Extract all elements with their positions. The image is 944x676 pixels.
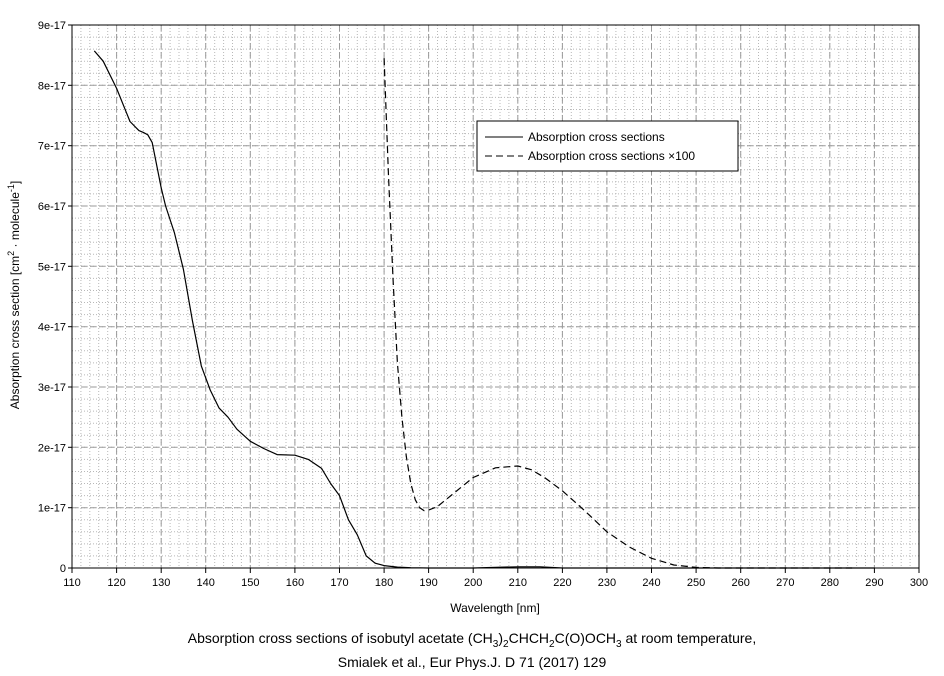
figure-caption: Absorption cross sections of isobutyl ac…: [0, 630, 944, 650]
series-line-absorption: [93, 50, 875, 569]
x-tick-label: 210: [509, 577, 527, 589]
x-tick-label: 190: [419, 577, 437, 589]
ticks: [68, 24, 920, 573]
x-tick-label: 260: [732, 577, 750, 589]
y-axis-title: Absorption cross section [cm2 · molecule…: [6, 181, 22, 409]
y-tick-label: 6e-17: [38, 201, 66, 213]
x-tick-labels: 110 120 130 140 150 160 170 180 190 200 210 220 230 2…: [63, 577, 928, 589]
caption-line1: Absorption cross sections of isobutyl ac…: [187, 630, 757, 650]
x-tick-label: 300: [910, 577, 928, 589]
grid-major: [71, 24, 920, 569]
x-tick-label: 230: [598, 577, 616, 589]
x-tick-label: 180: [375, 577, 393, 589]
y-axis-title-a: Absorption cross section [cm: [8, 256, 22, 409]
x-tick-label: 120: [107, 577, 125, 589]
y-tick-label: 0: [60, 563, 66, 575]
x-tick-label: 170: [330, 577, 348, 589]
series-group: [93, 50, 875, 569]
y-axis-title-sup1: 2: [6, 251, 16, 256]
legend-box: [476, 120, 739, 172]
grid-minor: [71, 24, 920, 569]
y-tick-label: 7e-17: [38, 141, 66, 153]
x-tick-label: 130: [152, 577, 170, 589]
x-tick-label: 150: [241, 577, 259, 589]
legend-label-1: Absorption cross sections: [528, 130, 665, 144]
y-axis-title-c: ]: [8, 181, 22, 184]
x-tick-label: 270: [776, 577, 794, 589]
x-tick-label: 200: [464, 577, 482, 589]
x-tick-label: 160: [286, 577, 304, 589]
series-line-absorption-x100: [383, 58, 853, 569]
x-tick-label: 110: [63, 577, 81, 589]
y-tick-label: 8e-17: [38, 80, 66, 92]
x-tick-label: 290: [865, 577, 883, 589]
x-tick-label: 140: [197, 577, 215, 589]
y-tick-label: 4e-17: [38, 322, 66, 334]
y-tick-label: 5e-17: [38, 261, 66, 273]
legend-label-2: Absorption cross sections ×100: [528, 149, 695, 163]
plot-frame: [71, 24, 920, 569]
y-axis-title-b: · molecule: [8, 192, 22, 251]
figure-caption-line2: Smialek et al., Eur Phys.J. D 71 (2017) …: [337, 654, 607, 670]
x-tick-label: 280: [821, 577, 839, 589]
y-tick-label: 3e-17: [38, 382, 66, 394]
y-tick-label: 9e-17: [38, 20, 66, 32]
x-axis-title: Wavelength [nm]: [450, 601, 540, 615]
legend: Absorption cross sections Absorption cro…: [476, 120, 739, 172]
y-tick-label: 2e-17: [38, 442, 66, 454]
x-tick-label: 240: [642, 577, 660, 589]
y-axis-title-sup2: -1: [6, 184, 16, 192]
chart: 110 120 130 140 150 160 170 180 190 200 210 220 230 2…: [6, 20, 928, 615]
y-tick-label: 1e-17: [38, 503, 66, 515]
x-tick-label: 220: [553, 577, 571, 589]
x-tick-label: 250: [687, 577, 705, 589]
y-tick-labels: 0 1e-17 2e-17 3e-17 4e-17 5e-17 6e-17 7e-17 8e-1…: [38, 20, 66, 575]
